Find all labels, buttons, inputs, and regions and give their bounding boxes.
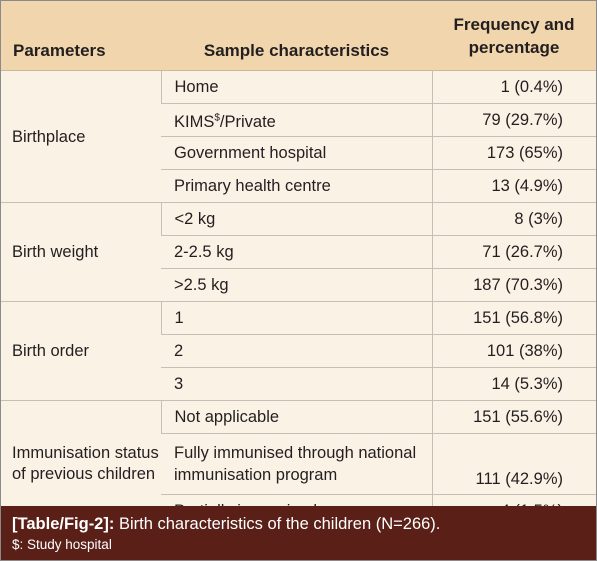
header-parameters: Parameters xyxy=(1,1,161,71)
parameter-cell: Birth weight xyxy=(1,202,161,302)
header-row: Parameters Sample characteristics Freque… xyxy=(1,1,596,71)
value-cell: 14 (5.3%) xyxy=(431,367,596,401)
value-cell: 71 (26.7%) xyxy=(431,235,596,269)
sample-cell: 3 xyxy=(161,367,432,401)
value-cell: 1 (0.4%) xyxy=(431,70,596,104)
table-row: Birth weight <2 kg 8 (3%) xyxy=(1,202,596,302)
table-row: Government hospital 173 (65%) xyxy=(1,136,596,170)
value-cell: 187 (70.3%) xyxy=(431,268,596,302)
value-cell: 79 (29.7%) xyxy=(431,103,596,137)
sample-cell: 2 xyxy=(161,334,432,368)
parameter-cell: Immunisation status of previous children xyxy=(1,400,161,527)
table-caption: [Table/Fig-2]: Birth characteristics of … xyxy=(1,506,596,560)
table-row: Immunisation status of previous children… xyxy=(1,400,596,527)
sample-cell: Fully immunised through national immunis… xyxy=(161,433,432,495)
header-frequency: Frequency and percentage xyxy=(432,1,596,71)
value-cell: 151 (55.6%) xyxy=(431,400,596,434)
sample-cell: Not applicable xyxy=(160,400,432,434)
table-row: 2 101 (38%) xyxy=(1,334,596,368)
value-cell: 13 (4.9%) xyxy=(431,169,596,203)
table-row: Birthplace Home 1 (0.4%) xyxy=(1,70,596,203)
caption-line: [Table/Fig-2]: Birth characteristics of … xyxy=(12,513,585,535)
sample-cell: Home xyxy=(160,70,432,104)
table-row: >2.5 kg 187 (70.3%) xyxy=(1,268,596,302)
value-cell: 8 (3%) xyxy=(431,202,596,236)
value-cell: 151 (56.8%) xyxy=(431,301,596,335)
table-row: Fully immunised through national immunis… xyxy=(1,433,596,495)
sample-cell: >2.5 kg xyxy=(161,268,432,302)
birth-characteristics-table: Parameters Sample characteristics Freque… xyxy=(1,1,596,527)
sample-cell: <2 kg xyxy=(160,202,432,236)
sample-cell: 2-2.5 kg xyxy=(161,235,432,269)
header-sample-characteristics: Sample characteristics xyxy=(161,1,432,71)
sample-cell: KIMS$/Private xyxy=(161,103,432,137)
table-row: 3 14 (5.3%) xyxy=(1,367,596,401)
table-row: KIMS$/Private 79 (29.7%) xyxy=(1,103,596,137)
caption-label: [Table/Fig-2]: xyxy=(12,515,115,533)
caption-text: Birth characteristics of the children (N… xyxy=(118,515,441,533)
value-cell: 111 (42.9%) xyxy=(431,433,596,495)
table-row: Primary health centre 13 (4.9%) xyxy=(1,169,596,203)
table-row: 2-2.5 kg 71 (26.7%) xyxy=(1,235,596,269)
value-cell: 173 (65%) xyxy=(431,136,596,170)
sample-cell: Primary health centre xyxy=(161,169,432,203)
sample-cell: Government hospital xyxy=(161,136,432,170)
kims-label: KIMS$/Private xyxy=(174,112,276,131)
sample-cell: 1 xyxy=(160,301,432,335)
caption-footnote: $: Study hospital xyxy=(12,537,112,552)
parameter-cell: Birthplace xyxy=(1,70,161,203)
parameter-cell: Birth order xyxy=(1,301,161,401)
value-cell: 101 (38%) xyxy=(431,334,596,368)
table-row: Birth order 1 151 (56.8%) xyxy=(1,301,596,401)
